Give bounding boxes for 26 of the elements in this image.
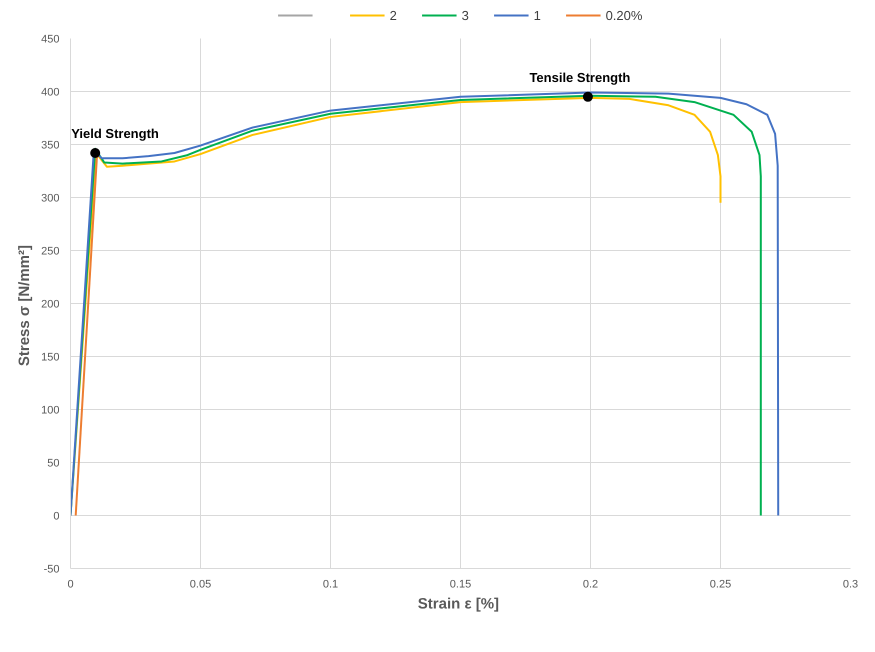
legend-label: 3	[462, 8, 470, 22]
annotation: Yield Strength	[71, 126, 159, 141]
x-tick-label: 0.15	[450, 578, 472, 590]
legend-label: 0.20%	[606, 8, 642, 22]
y-tick-label: 150	[41, 352, 60, 364]
annotation: Tensile Strength	[529, 70, 630, 85]
y-tick-label: 50	[47, 458, 60, 470]
y-tick-label: 450	[41, 34, 60, 46]
y-tick-label: 300	[41, 192, 60, 204]
y-tick-label: 100	[41, 404, 60, 416]
x-tick-label: 0.05	[190, 578, 212, 590]
x-tick-label: 0.2	[582, 578, 598, 590]
x-tick-label: 0.1	[322, 578, 338, 590]
x-tick-label: 0.3	[842, 578, 858, 590]
y-tick-label: 250	[41, 246, 60, 258]
y-tick-label: 0	[53, 510, 60, 522]
y-tick-label: -50	[44, 564, 60, 576]
x-tick-label: 0	[67, 578, 74, 590]
y-tick-label: 350	[41, 140, 60, 152]
y-tick-label: 400	[41, 86, 60, 98]
legend-label: 1	[534, 8, 542, 22]
legend-label: 2	[390, 8, 398, 22]
x-axis-title: Strain ε [%]	[418, 596, 500, 612]
y-tick-label: 200	[41, 298, 60, 310]
x-tick-label: 0.25	[710, 578, 732, 590]
y-axis-title: Stress σ [N/mm²]	[16, 245, 34, 366]
